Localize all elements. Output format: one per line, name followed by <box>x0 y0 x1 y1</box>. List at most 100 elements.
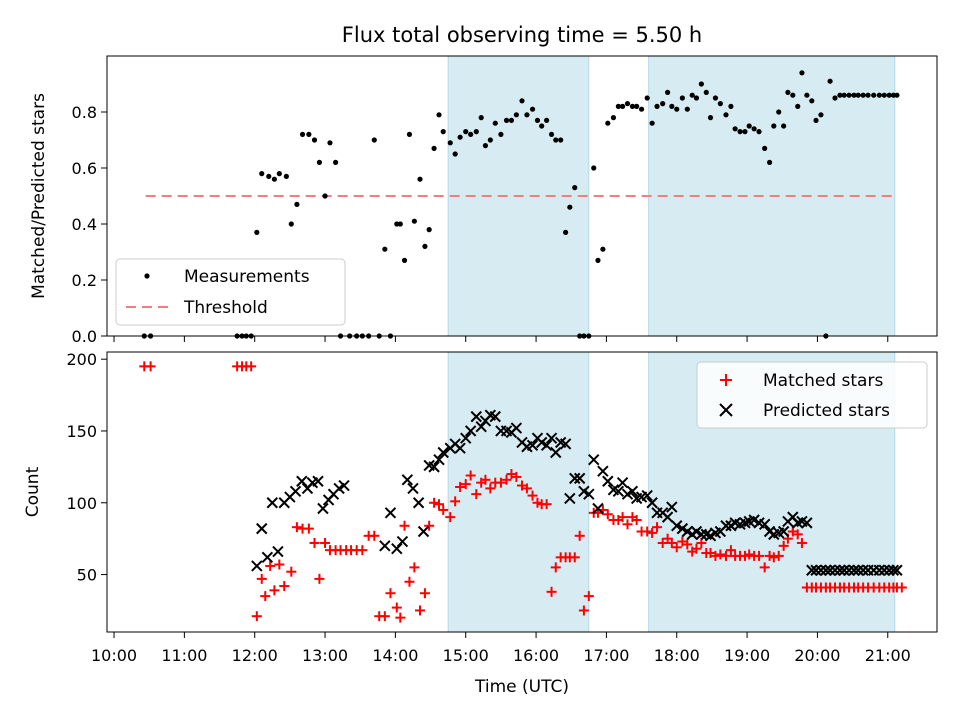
predicted-star-point <box>820 564 832 576</box>
predicted-star-point <box>602 475 614 487</box>
x-tick-label: 21:00 <box>865 646 911 665</box>
matched-star-point <box>759 562 770 573</box>
measurement-point <box>795 103 801 109</box>
measurement-point <box>382 246 388 252</box>
matched-star-point <box>778 540 789 551</box>
measurement-point <box>591 165 597 171</box>
measurement-point <box>563 229 569 235</box>
ratio-panel-y-tick-label: 0.0 <box>72 327 97 346</box>
x-tick-label: 11:00 <box>161 646 207 665</box>
legend-predicted-label: Predicted stars <box>763 401 890 421</box>
matched-star-point <box>617 512 628 523</box>
measurement-point <box>851 92 857 98</box>
count-panel-frame <box>106 351 938 633</box>
measurement-point <box>624 101 631 107</box>
predicted-star-point <box>616 476 629 489</box>
predicted-star-point <box>401 474 414 486</box>
predicted-star-point <box>312 475 324 487</box>
predicted-star-point <box>384 507 397 519</box>
measurement-point <box>468 131 474 137</box>
predicted-star-point <box>815 564 827 576</box>
ratio-legend-box <box>115 258 346 326</box>
predicted-star-point <box>641 489 653 502</box>
predicted-star-point <box>666 501 678 513</box>
matched-star-point <box>715 549 726 560</box>
legend-predicted-marker <box>719 403 733 417</box>
matched-star-point <box>409 562 420 573</box>
ratio-panel-frame <box>106 55 938 337</box>
matched-star-point <box>631 515 642 525</box>
predicted-star-point <box>391 543 403 555</box>
x-tick-label: 12:00 <box>232 646 278 665</box>
measurement-point <box>544 117 550 123</box>
measurement-point <box>397 221 403 227</box>
predicted-star-point <box>256 522 268 535</box>
predicted-star-point <box>338 479 350 492</box>
matched-star-point <box>265 560 276 571</box>
measurement-point <box>865 92 871 98</box>
matched-star-point <box>501 474 512 485</box>
measurement-point <box>717 101 723 107</box>
measurement-point <box>327 140 333 146</box>
measurement-point <box>529 106 536 112</box>
matched-star-point <box>495 477 506 488</box>
ratio-panel-y-tick-label: 0.6 <box>72 159 97 178</box>
matched-star-point <box>896 582 907 593</box>
measurement-point <box>790 92 796 98</box>
matched-star-point <box>574 530 585 541</box>
predicted-star-point <box>412 497 425 509</box>
x-tick-label: 19:00 <box>724 646 770 665</box>
measurement-point <box>707 115 714 121</box>
measurement-point <box>674 106 680 112</box>
predicted-star-point <box>433 453 445 466</box>
predicted-star-point <box>489 410 501 423</box>
ratio-panel: 0.00.20.40.60.8 Matched/Predicted stars … <box>29 55 938 346</box>
predicted-star-point <box>460 432 472 444</box>
measurement-point <box>813 117 819 123</box>
chart-title: Flux total observing time = 5.50 h <box>342 23 702 47</box>
measurement-point <box>860 92 866 98</box>
predicted-star-point <box>806 564 818 576</box>
matched-star-point <box>527 490 538 501</box>
matched-star-point <box>395 612 406 623</box>
predicted-star-point <box>296 475 308 487</box>
predicted-star-point <box>540 439 553 452</box>
measurement-point <box>881 92 887 98</box>
measurement-point <box>689 92 695 98</box>
measurement-point <box>665 89 671 95</box>
matched-star-point <box>391 602 402 613</box>
ratio-panel-y-tick-label: 0.2 <box>72 271 97 290</box>
matched-star-point <box>465 470 476 481</box>
matched-star-point <box>583 591 594 602</box>
matched-star-point <box>622 519 633 530</box>
predicted-star-point <box>720 520 732 532</box>
measurement-point <box>766 159 773 165</box>
measurement-point <box>426 227 432 233</box>
predicted-star-point <box>470 410 482 423</box>
matched-star-point <box>602 509 613 520</box>
ratio-panel-legend: Measurements Threshold <box>115 258 346 326</box>
measurement-point <box>288 221 294 227</box>
x-tick-label: 20:00 <box>794 646 840 665</box>
legend-threshold-label: Threshold <box>183 298 268 318</box>
matched-star-point <box>320 537 331 548</box>
measurement-point <box>756 129 762 135</box>
measurement-point <box>417 176 423 182</box>
measurement-point <box>827 78 833 84</box>
measurement-point <box>684 106 690 112</box>
count-panel-y-axis-title: Count <box>23 466 43 517</box>
matched-star-point <box>511 471 522 482</box>
predicted-star-point <box>878 564 890 576</box>
measurement-point <box>855 92 861 98</box>
measurement-point <box>276 171 282 177</box>
count-panel-y-tick-label: 150 <box>66 422 97 441</box>
predicted-star-point <box>475 420 487 433</box>
predicted-star-point <box>464 425 477 437</box>
measurement-point <box>322 193 328 199</box>
matched-star-point <box>460 479 471 490</box>
matched-star-point <box>314 573 325 584</box>
measurement-point <box>751 126 757 132</box>
matched-star-point <box>379 611 390 622</box>
matched-star-point <box>399 520 410 531</box>
predicted-star-point <box>758 518 771 531</box>
